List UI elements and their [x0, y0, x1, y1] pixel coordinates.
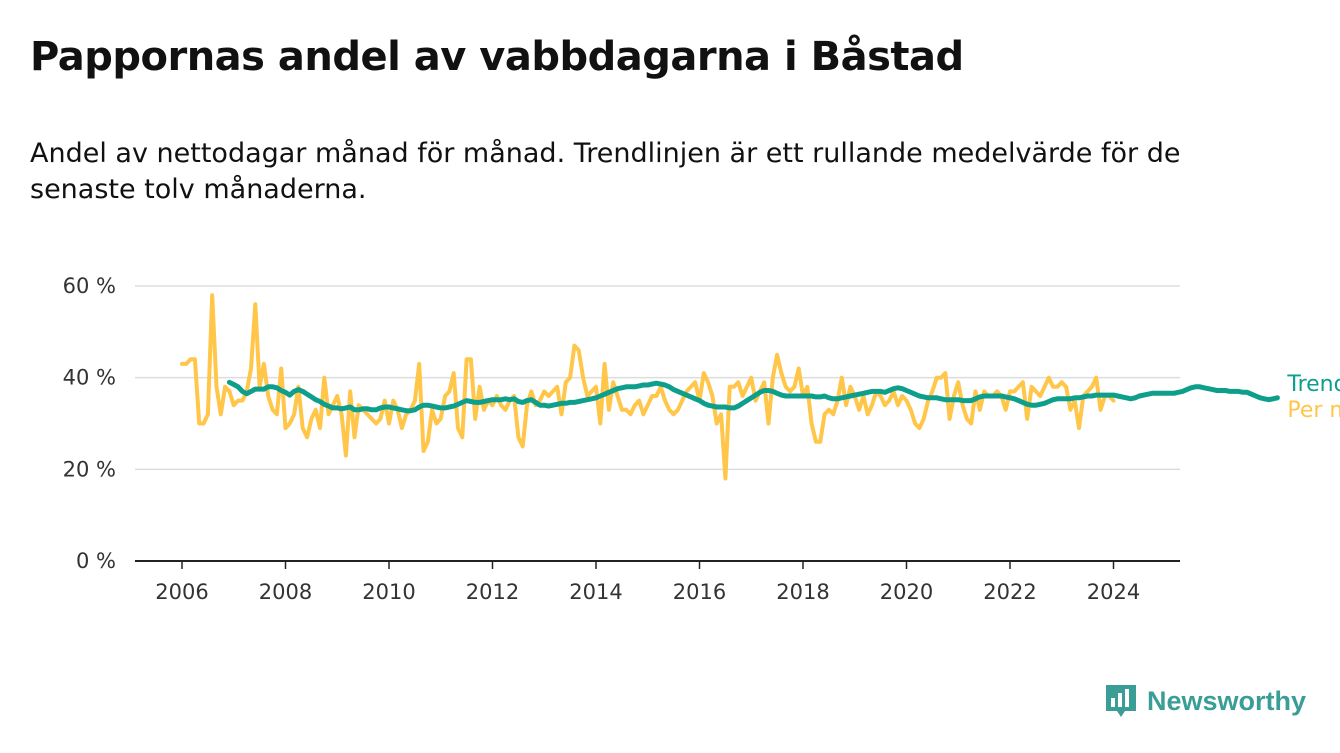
y-tick-label: 0 %: [76, 549, 116, 573]
x-tick-label: 2008: [259, 580, 312, 604]
x-tick-label: 2014: [569, 580, 622, 604]
legend-trend: Trend: [1286, 372, 1340, 397]
series-lines: [180, 293, 1280, 481]
chart-title: Pappornas andel av vabbdagarna i Båstad: [30, 34, 964, 80]
x-tick-label: 2022: [983, 580, 1036, 604]
grid-lines: [135, 285, 1180, 471]
y-tick-label: 20 %: [63, 457, 116, 481]
chart-subtitle: Andel av nettodagar månad för månad. Tre…: [30, 138, 1181, 205]
legend: TrendPer månad: [1286, 372, 1340, 423]
x-tick-label: 2010: [362, 580, 415, 604]
brand-logo: Newsworthy: [1103, 682, 1306, 720]
legend-monthly: Per månad: [1287, 397, 1340, 423]
y-tick-label: 60 %: [63, 274, 116, 298]
brand-name: Newsworthy: [1147, 685, 1307, 716]
x-tick-label: 2006: [155, 580, 208, 604]
y-tick-label: 40 %: [63, 366, 116, 390]
x-axis-ticks: 2006 2008 2010 2012 2014 2016 2018 2020 2022 2024: [155, 561, 1140, 604]
trend-series-line: [226, 379, 1280, 414]
y-axis-ticks: 0 % 20 % 40 % 60 %: [63, 274, 116, 573]
x-tick-label: 2012: [466, 580, 519, 604]
x-tick-label: 2018: [776, 580, 829, 604]
monthly-series-line: [180, 293, 1116, 481]
newsworthy-logo-icon: [1106, 685, 1136, 717]
x-tick-label: 2016: [673, 580, 726, 604]
x-tick-label: 2020: [880, 580, 933, 604]
x-tick-label: 2024: [1087, 580, 1140, 604]
